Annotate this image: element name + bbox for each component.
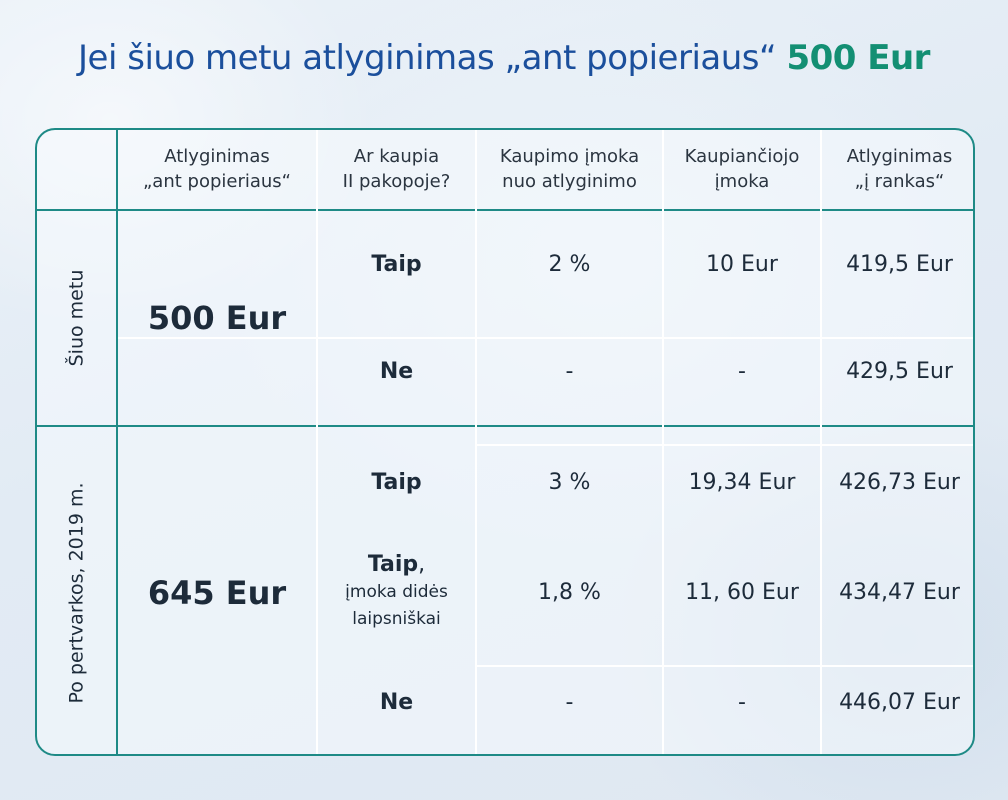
answer-cell: Ne: [379, 690, 414, 715]
header-contributor-payment: Kaupiančiojo įmoka: [684, 146, 800, 192]
contribution-cell: 11, 60 Eur: [685, 579, 799, 605]
group-divider: [37, 425, 973, 427]
row-divider: [475, 665, 973, 667]
title-amount: 500 Eur: [786, 38, 930, 78]
answer-cell: Taip, įmoka didės laipsniškai: [345, 552, 448, 630]
rate-cell: 2 %: [548, 252, 591, 277]
row-divider: [118, 337, 973, 339]
answer-cell: Taip: [371, 252, 422, 277]
row-divider: [475, 444, 973, 446]
net-salary-cell: 426,73 Eur: [839, 469, 960, 495]
salary-current: 500 Eur: [147, 299, 287, 337]
net-salary-cell: 429,5 Eur: [846, 359, 953, 384]
column-divider: [316, 130, 318, 754]
column-divider: [662, 130, 664, 754]
net-salary-cell: 419,5 Eur: [846, 252, 953, 277]
net-salary-cell: 434,47 Eur: [839, 579, 960, 605]
page-title: Jei šiuo metu atlyginimas „ant popieriau…: [0, 38, 1008, 78]
contribution-cell: -: [738, 690, 746, 715]
salary-after-reform: 645 Eur: [147, 573, 287, 612]
header-accumulates: Ar kaupia II pakopoje?: [342, 146, 451, 192]
header-divider: [37, 209, 973, 211]
contribution-cell: -: [738, 359, 746, 384]
title-text: Jei šiuo metu atlyginimas „ant popieriau…: [78, 38, 777, 78]
group-label-after-reform: Po pertvarkos, 2019 m.: [65, 481, 88, 704]
contribution-cell: 19,34 Eur: [688, 469, 796, 495]
header-salary-gross: Atlyginimas „ant popieriaus“: [142, 146, 292, 192]
header-salary-net: Atlyginimas „į rankas“: [846, 146, 953, 192]
answer-cell: Taip: [371, 469, 422, 495]
rate-cell: -: [565, 359, 574, 384]
column-divider: [820, 130, 822, 754]
comparison-table: Atlyginimas „ant popieriaus“ Ar kaupia II …: [35, 128, 975, 756]
rate-cell: -: [565, 690, 574, 715]
rate-cell: 1,8 %: [538, 579, 601, 605]
header-contribution-rate: Kaupimo įmoka nuo atlyginimo: [499, 146, 640, 192]
net-salary-cell: 446,07 Eur: [839, 690, 960, 715]
group-label-current: Šiuo metu: [65, 269, 88, 367]
column-divider: [475, 130, 477, 754]
answer-cell: Ne: [379, 359, 414, 384]
rate-cell: 3 %: [548, 469, 591, 495]
column-divider: [116, 130, 118, 754]
contribution-cell: 10 Eur: [706, 252, 778, 277]
